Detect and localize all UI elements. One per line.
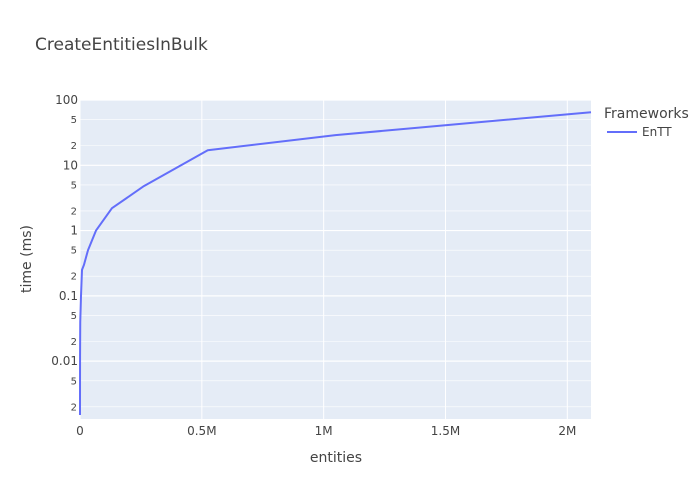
y-minor-tick-label: 2 (71, 141, 77, 152)
series-line-entt (79, 111, 592, 415)
y-minor-tick-label: 5 (71, 246, 77, 257)
y-minor-tick-label: 2 (71, 337, 77, 348)
y-minor-tick-label: 2 (71, 272, 77, 283)
y-tick-label: 10 (63, 158, 78, 172)
x-tick-label: 0.5M (187, 424, 216, 438)
y-tick-label: 1 (70, 224, 78, 238)
grid (79, 99, 591, 419)
y-tick-label: 100 (55, 93, 78, 107)
chart-title: CreateEntitiesInBulk (35, 35, 208, 55)
x-tick-labels: 0 0.5M 1M 1.5M 2M (76, 424, 576, 438)
x-tick-label: 1M (315, 424, 333, 438)
plot-area (80, 100, 591, 419)
y-tick-label: 0.01 (51, 354, 78, 368)
legend[interactable]: Frameworks EnTT (604, 106, 689, 139)
legend-label-entt: EnTT (642, 125, 672, 139)
y-axis-label: time (ms) (19, 225, 35, 293)
y-minor-tick-label: 5 (71, 311, 77, 322)
y-minor-tick-label: 2 (71, 402, 77, 413)
x-axis-label: entities (310, 450, 362, 466)
x-tick-label: 2M (558, 424, 576, 438)
y-minor-tick-label: 5 (71, 180, 77, 191)
series-layer (79, 111, 592, 415)
y-tick-label: 0.1 (59, 289, 78, 303)
y-minor-tick-label: 5 (71, 115, 77, 126)
y-minor-tick-label: 5 (71, 376, 77, 387)
legend-title: Frameworks (604, 106, 689, 122)
y-minor-tick-label: 2 (71, 206, 77, 217)
y-tick-labels: 2 5 2 5 2 5 2 5 2 5 0.01 0.1 1 10 100 (51, 93, 78, 413)
x-tick-label: 1.5M (431, 424, 460, 438)
x-tick-label: 0 (76, 424, 84, 438)
